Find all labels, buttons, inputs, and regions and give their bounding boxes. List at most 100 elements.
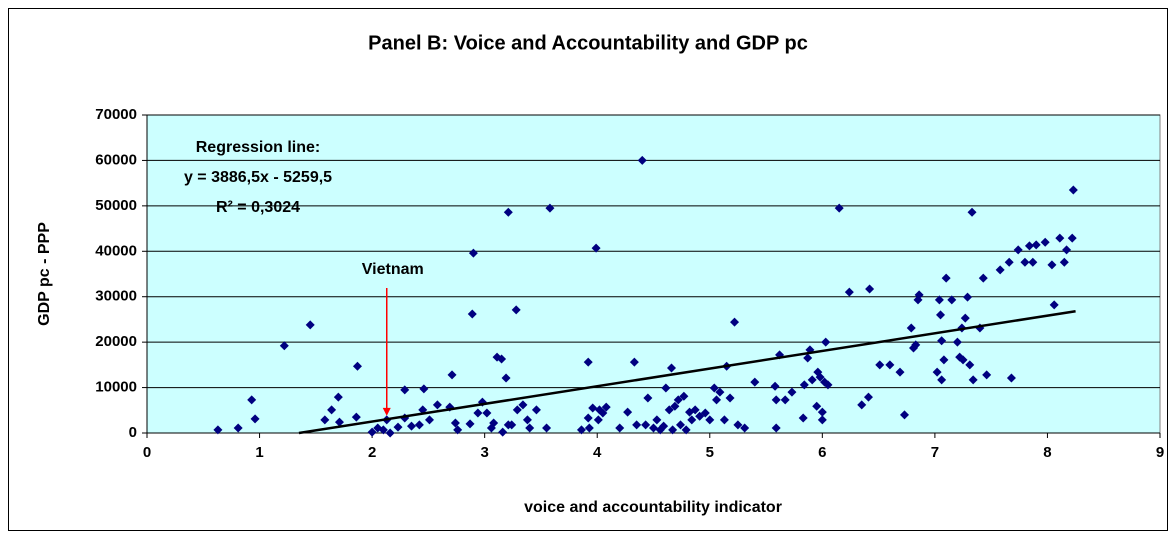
data-point: [1006, 373, 1016, 383]
data-point: [498, 427, 508, 437]
data-point: [812, 401, 822, 411]
data-point: [952, 337, 962, 347]
data-point: [652, 415, 662, 425]
data-point: [885, 360, 895, 370]
data-point: [661, 383, 671, 393]
data-point: [911, 340, 921, 350]
data-point: [351, 412, 361, 422]
data-point: [705, 415, 715, 425]
data-point: [545, 203, 555, 213]
data-point: [367, 427, 377, 437]
data-point: [939, 355, 949, 365]
annotation: Regression line:: [196, 139, 320, 156]
data-point: [593, 415, 603, 425]
data-point: [576, 425, 586, 435]
data-point: [941, 273, 951, 283]
data-point: [447, 370, 457, 380]
plot-area: [146, 114, 1161, 434]
data-point: [1059, 257, 1069, 267]
data-point: [320, 415, 330, 425]
data-point: [583, 413, 593, 423]
data-point: [787, 387, 797, 397]
data-point: [583, 357, 593, 367]
data-point: [875, 360, 885, 370]
y-tick-label: 50000: [95, 197, 137, 214]
annotation: y = 3886,5x - 5259,5: [184, 169, 332, 186]
data-point: [518, 400, 528, 410]
data-point: [305, 320, 315, 330]
data-point: [250, 414, 260, 424]
data-point: [937, 375, 947, 385]
data-point: [641, 420, 651, 430]
data-point: [771, 395, 781, 405]
chart-title: Panel B: Voice and Accountability and GD…: [368, 32, 808, 54]
data-point: [615, 423, 625, 433]
data-point: [432, 400, 442, 410]
data-point: [629, 357, 639, 367]
data-point: [419, 384, 429, 394]
y-tick-label: 60000: [95, 151, 137, 168]
x-tick-label: 6: [818, 444, 826, 461]
data-point: [709, 383, 719, 393]
data-point: [687, 415, 697, 425]
data-point: [378, 425, 388, 435]
data-point: [1004, 257, 1014, 267]
data-point: [679, 391, 689, 401]
data-point: [542, 423, 552, 433]
data-point: [489, 418, 499, 428]
data-point: [507, 420, 517, 430]
data-point: [649, 423, 658, 433]
data-point: [468, 248, 478, 258]
data-point: [1040, 237, 1050, 247]
x-tick-label: 2: [368, 444, 376, 461]
data-point: [1049, 300, 1059, 310]
data-point: [803, 353, 813, 363]
data-point: [1031, 240, 1041, 250]
data-point: [834, 203, 844, 213]
y-tick-label: 70000: [95, 106, 137, 123]
data-point: [601, 402, 611, 412]
data-point: [659, 421, 669, 431]
data-point: [352, 361, 362, 371]
data-point: [863, 392, 873, 402]
data-point: [414, 420, 424, 430]
data-point: [425, 415, 435, 425]
y-tick-label: 20000: [95, 333, 137, 350]
data-point: [482, 408, 492, 418]
data-point: [914, 290, 924, 300]
data-point: [821, 337, 831, 347]
data-point: [733, 420, 743, 430]
y-axis-label: GDP pc - PPP: [36, 222, 53, 326]
x-tick-label: 5: [706, 444, 714, 461]
data-point: [473, 408, 483, 418]
y-tick-label: 10000: [95, 379, 137, 396]
data-point: [637, 155, 647, 165]
data-point: [982, 370, 992, 380]
data-point: [632, 420, 642, 430]
data-point: [932, 367, 942, 377]
data-point: [1020, 257, 1030, 267]
x-tick-label: 0: [143, 444, 151, 461]
data-point: [1028, 257, 1038, 267]
data-point: [676, 420, 686, 430]
data-point: [798, 413, 808, 423]
data-point: [1068, 185, 1078, 195]
data-point: [700, 408, 710, 418]
data-point: [497, 354, 507, 364]
data-point: [958, 355, 968, 365]
annotation: R² = 0,3024: [216, 199, 300, 216]
data-point: [333, 392, 343, 402]
data-point: [531, 405, 541, 415]
data-point: [899, 410, 909, 420]
data-point: [400, 385, 410, 395]
x-tick-label: 7: [931, 444, 939, 461]
data-point: [247, 395, 257, 405]
data-point: [823, 380, 833, 390]
x-tick-label: 1: [255, 444, 263, 461]
y-tick-label: 40000: [95, 242, 137, 259]
data-point: [407, 421, 417, 431]
data-point: [623, 407, 633, 417]
x-tick-label: 4: [593, 444, 602, 461]
data-point: [279, 341, 289, 351]
data-point: [963, 292, 973, 302]
